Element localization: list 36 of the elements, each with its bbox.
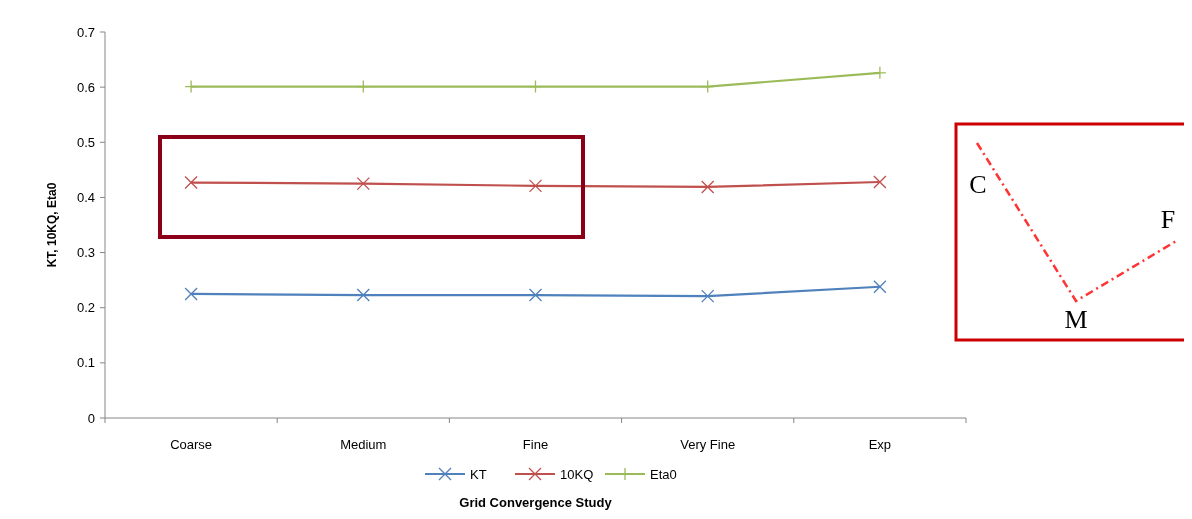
point bbox=[356, 288, 370, 302]
y-tick-label: 0.3 bbox=[76, 245, 95, 261]
point bbox=[528, 288, 543, 302]
point bbox=[873, 66, 887, 80]
y-tick-label: 0.1 bbox=[76, 355, 95, 371]
legend-label: 10KQ bbox=[560, 466, 594, 482]
x-tick-label: Exp bbox=[868, 437, 892, 452]
text: C bbox=[969, 170, 987, 199]
x-axis-title: Grid Convergence Study bbox=[459, 495, 613, 510]
point bbox=[528, 79, 543, 94]
point bbox=[184, 79, 198, 94]
point bbox=[701, 180, 715, 194]
y-tick-label: 0.5 bbox=[76, 134, 95, 150]
y-tick-label: 0.6 bbox=[76, 79, 95, 95]
y-axis-title: KT, 10KQ, Eta0 bbox=[45, 182, 59, 268]
x-tick-label: Fine bbox=[522, 437, 549, 452]
point bbox=[184, 287, 198, 301]
legend-label: KT bbox=[470, 466, 487, 482]
point bbox=[356, 79, 370, 94]
point bbox=[356, 176, 370, 191]
point bbox=[701, 289, 715, 303]
text: M bbox=[1064, 305, 1088, 334]
text: F bbox=[1160, 205, 1176, 234]
point bbox=[873, 280, 887, 294]
y-tick-label: 0.2 bbox=[76, 300, 95, 316]
x-tick-label: Very Fine bbox=[680, 437, 736, 452]
y-tick-label: 0.4 bbox=[76, 189, 95, 205]
y-tick-label: 0 bbox=[87, 410, 95, 426]
y-tick-label: 0.7 bbox=[76, 24, 95, 40]
point bbox=[528, 179, 543, 193]
x-tick-label: Medium bbox=[340, 437, 387, 452]
point bbox=[701, 79, 715, 94]
point bbox=[873, 175, 887, 189]
x-tick-label: Coarse bbox=[170, 437, 213, 452]
point bbox=[184, 175, 198, 190]
legend-label: Eta0 bbox=[650, 466, 677, 482]
